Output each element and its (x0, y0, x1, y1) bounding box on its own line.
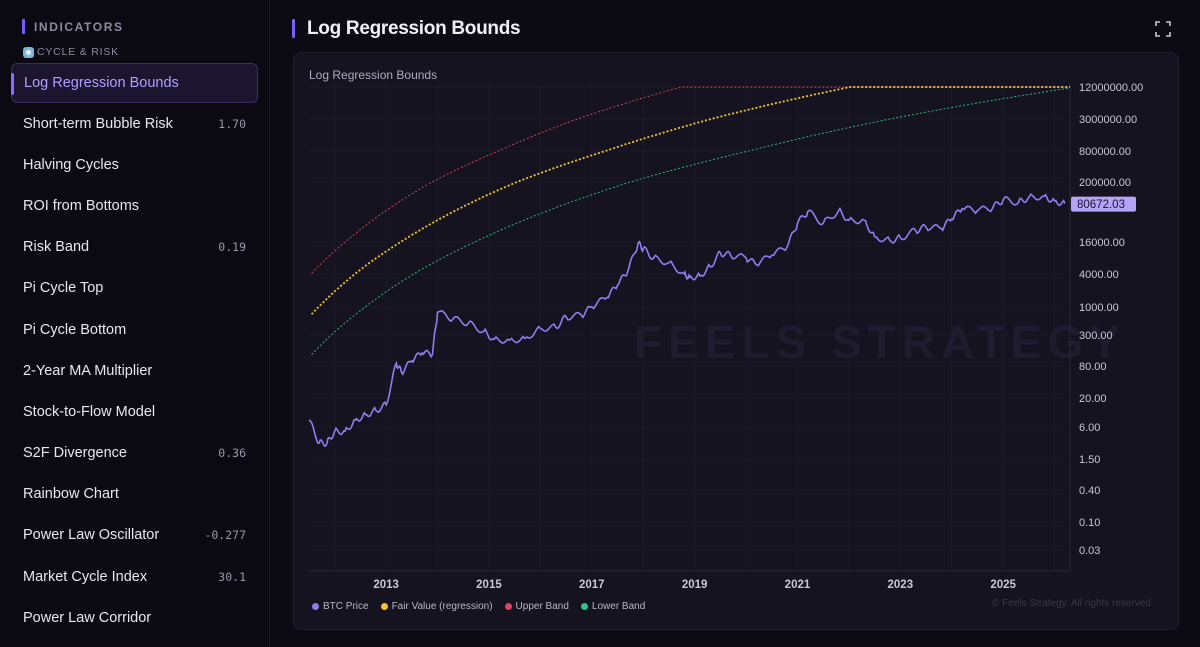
watermark: FEELS STRATEGY (634, 316, 1127, 368)
indicator-menu: Log Regression Bounds Short-term Bubble R… (11, 63, 258, 638)
y-tick-label: 6.00 (1079, 422, 1100, 434)
sidebar-item-roi-from-bottoms[interactable]: ROI from Bottoms (11, 185, 258, 226)
sidebar-group-label: CYCLE & RISK (23, 46, 119, 58)
sidebar-item-log-regression-bounds[interactable]: Log Regression Bounds (11, 63, 258, 103)
y-tick-label: 20.00 (1079, 393, 1107, 405)
sidebar-item-pi-cycle-top[interactable]: Pi Cycle Top (11, 268, 258, 309)
expand-icon[interactable] (1155, 21, 1171, 37)
y-tick-label: 0.40 (1079, 485, 1100, 497)
legend-label: Fair Value (regression) (391, 601, 493, 612)
y-tick-label: 16000.00 (1079, 237, 1125, 249)
sidebar-item-label: Pi Cycle Bottom (23, 321, 127, 338)
x-tick-label: 2025 (990, 579, 1016, 591)
y-tick-label: 3000000.00 (1079, 114, 1137, 126)
sidebar-item-power-law-oscillator[interactable]: Power Law Oscillator -0.277 (11, 515, 258, 556)
x-tick-label: 2021 (785, 579, 811, 591)
x-tick-label: 2013 (373, 579, 399, 591)
sidebar-section-title: INDICATORS (34, 19, 124, 34)
x-tick-label: 2019 (682, 579, 708, 591)
accent-bar (22, 19, 25, 34)
sidebar-item-label: Short-term Bubble Risk (23, 115, 173, 132)
x-tick-label: 2017 (579, 579, 605, 591)
x-tick-label: 2023 (888, 579, 914, 591)
sidebar: INDICATORS CYCLE & RISK Log Regression B… (0, 0, 270, 647)
sidebar-item-value: 30.1 (218, 569, 246, 584)
series-line-upper-band (311, 86, 1070, 274)
sidebar-item-label: 2-Year MA Multiplier (23, 362, 153, 379)
legend-label: BTC Price (323, 601, 369, 612)
y-tick-label: 80.00 (1079, 361, 1107, 373)
legend-dot (380, 603, 388, 610)
sidebar-item-label: Halving Cycles (23, 156, 119, 173)
sidebar-item-label: ROI from Bottoms (23, 197, 140, 214)
sidebar-item-2-year-ma-multiplier[interactable]: 2-Year MA Multiplier (11, 350, 258, 391)
sidebar-item-label: S2F Divergence (23, 445, 127, 462)
y-tick-label: 200000.00 (1079, 177, 1131, 189)
legend-dot (580, 603, 588, 610)
y-tick-label: 300.00 (1079, 330, 1113, 342)
sidebar-item-rainbow-chart[interactable]: Rainbow Chart (11, 474, 258, 515)
y-tick-label: 12000000.00 (1079, 82, 1143, 94)
series-line-btc-price (308, 192, 1066, 448)
legend-dot (504, 603, 512, 610)
legend-item[interactable]: Upper Band (504, 601, 569, 612)
legend-item[interactable]: Lower Band (580, 601, 646, 612)
cycle-risk-icon (23, 46, 34, 58)
legend-dot (312, 603, 319, 610)
series-line-fair-value-regression (310, 86, 1070, 315)
sidebar-item-label: Stock-to-Flow Model (23, 403, 156, 420)
series-line-lower-band (311, 87, 1071, 355)
y-tick-label: 1000.00 (1079, 302, 1119, 314)
sidebar-item-value: -0.277 (204, 528, 246, 543)
sidebar-item-value: 1.70 (218, 116, 246, 131)
legend-label: Upper Band (515, 601, 569, 612)
sidebar-item-value: 0.36 (218, 446, 246, 461)
main-header: Log Regression Bounds (292, 16, 1182, 44)
sidebar-item-label: Market Cycle Index (23, 568, 148, 585)
sidebar-item-label: Rainbow Chart (23, 486, 119, 503)
sidebar-item-risk-band[interactable]: Risk Band 0.19 (11, 227, 258, 268)
sidebar-item-label: Power Law Oscillator (23, 527, 160, 544)
sidebar-item-value: 0.19 (218, 240, 246, 255)
sidebar-item-label: Risk Band (23, 239, 90, 256)
accent-bar (292, 19, 295, 38)
chart-panel: FEELS STRATEGY 12000000.00 3000000.00 8000… (293, 52, 1179, 630)
x-tick-label: 2015 (476, 579, 502, 591)
sidebar-item-power-law-corridor[interactable]: Power Law Corridor (11, 597, 258, 638)
group-label-text: CYCLE & RISK (37, 46, 119, 58)
sidebar-item-pi-cycle-bottom[interactable]: Pi Cycle Bottom (11, 309, 258, 350)
chart-title: Log Regression Bounds (309, 68, 438, 82)
chart-legend: BTC Price Fair Value (regression) Upper Ba… (312, 601, 657, 612)
legend-item[interactable]: BTC Price (312, 601, 369, 612)
copyright-text: © Feels Strategy. All rights reserved (992, 598, 1151, 609)
sidebar-item-market-cycle-index[interactable]: Market Cycle Index 30.1 (11, 556, 258, 597)
sidebar-item-label: Pi Cycle Top (23, 280, 104, 297)
sidebar-item-label: Log Regression Bounds (24, 75, 179, 91)
sidebar-header: INDICATORS (22, 19, 124, 34)
y-tick-label: 4000.00 (1079, 269, 1119, 281)
y-tick-label: 0.10 (1079, 517, 1100, 529)
current-price-tag: 80672.03 (1077, 199, 1125, 211)
legend-item[interactable]: Fair Value (regression) (380, 601, 493, 612)
log-regression-chart[interactable]: 12000000.00 3000000.00 800000.00 200000.00 1… (294, 53, 1178, 629)
sidebar-item-short-term-bubble-risk[interactable]: Short-term Bubble Risk 1.70 (11, 103, 258, 144)
y-tick-label: 800000.00 (1079, 146, 1131, 158)
y-tick-label: 0.03 (1079, 545, 1100, 557)
y-tick-label: 1.50 (1079, 454, 1100, 466)
legend-label: Lower Band (591, 601, 646, 612)
sidebar-item-s2f-divergence[interactable]: S2F Divergence 0.36 (11, 433, 258, 474)
price-tag-bg (1071, 196, 1136, 212)
sidebar-item-halving-cycles[interactable]: Halving Cycles (11, 144, 258, 185)
sidebar-item-label: Power Law Corridor (23, 609, 152, 626)
sidebar-item-stock-to-flow-model[interactable]: Stock-to-Flow Model (11, 391, 258, 432)
page-title: Log Regression Bounds (307, 18, 521, 39)
